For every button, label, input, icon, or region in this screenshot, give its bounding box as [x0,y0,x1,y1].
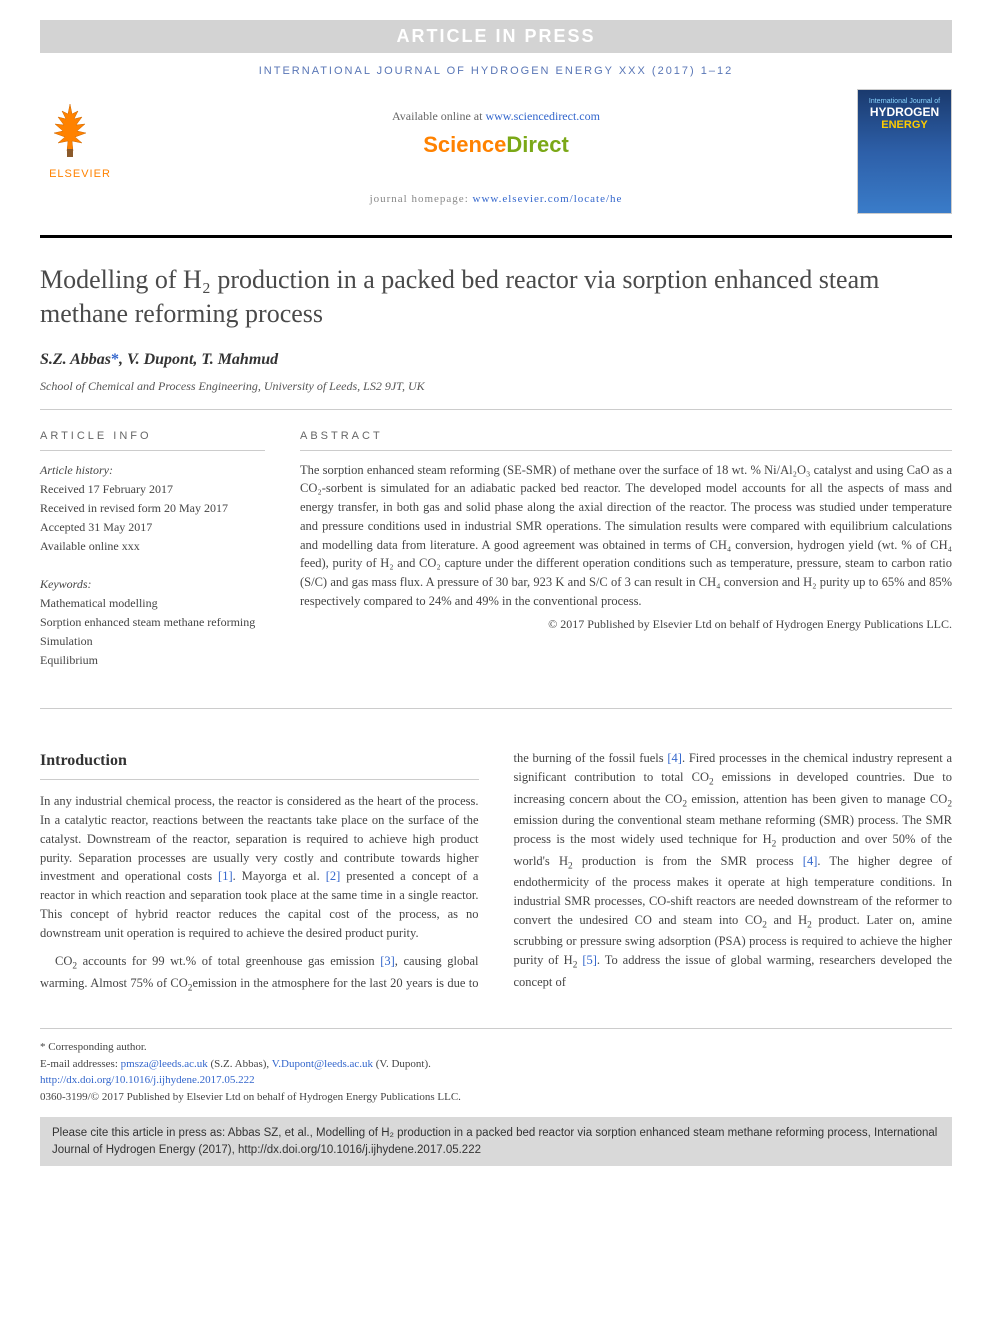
available-label: Available online at [392,109,485,123]
header-block: ELSEVIER International Journal of HYDROG… [40,89,952,238]
email-label: E-mail addresses: [40,1058,121,1070]
authors-line: S.Z. Abbas*, V. Dupont, T. Mahmud [40,351,952,379]
sd-prefix: Science [423,132,506,157]
email-line: E-mail addresses: pmsza@leeds.ac.uk (S.Z… [40,1056,952,1073]
journal-cover-thumbnail: International Journal of HYDROGEN ENERGY [857,89,952,214]
history-received: Received 17 February 2017 [40,480,265,499]
keyword-item: Simulation [40,632,265,651]
sd-suffix: Direct [506,132,568,157]
authors-rest: , V. Dupont, T. Mahmud [119,351,278,368]
article-in-press-banner: ARTICLE IN PRESS [40,20,952,53]
abstract-column: ABSTRACT The sorption enhanced steam ref… [300,430,952,689]
article-title: Modelling of H₂ production in a packed b… [40,238,952,351]
ref-4[interactable]: [4] [667,751,682,765]
abstract-text: The sorption enhanced steam reforming (S… [300,461,952,611]
available-online-line: Available online at www.sciencedirect.co… [40,109,952,124]
email-link-2[interactable]: V.Dupont@leeds.ac.uk [272,1058,373,1070]
cover-line3: ENERGY [858,119,951,131]
cover-line2: HYDROGEN [858,105,951,119]
ref-5[interactable]: [5] [582,953,597,967]
corresponding-star: * [111,351,119,368]
introduction-heading: Introduction [40,749,479,780]
info-abstract-row: ARTICLE INFO Article history: Received 1… [40,410,952,710]
journal-reference: INTERNATIONAL JOURNAL OF HYDROGEN ENERGY… [40,53,952,89]
body-columns: Introduction In any industrial chemical … [40,709,952,998]
elsevier-logo: ELSEVIER [40,99,120,180]
history-online: Available online xxx [40,537,265,556]
ref-4b[interactable]: [4] [803,854,818,868]
keyword-item: Sorption enhanced steam methane reformin… [40,613,265,632]
history-accepted: Accepted 31 May 2017 [40,518,265,537]
keywords-label: Keywords: [40,575,265,594]
abstract-heading: ABSTRACT [300,430,952,451]
keyword-item: Equilibrium [40,651,265,670]
homepage-url-link[interactable]: www.elsevier.com/locate/he [473,193,623,205]
ref-3[interactable]: [3] [380,954,395,968]
article-info-heading: ARTICLE INFO [40,430,265,451]
elsevier-tree-icon [40,99,100,159]
elsevier-label: ELSEVIER [40,168,120,180]
email1-suffix: (S.Z. Abbas), [208,1058,272,1070]
sciencedirect-url-link[interactable]: www.sciencedirect.com [485,109,600,123]
email2-suffix: (V. Dupont). [373,1058,431,1070]
corresponding-author-note: * Corresponding author. [40,1039,952,1056]
history-revised: Received in revised form 20 May 2017 [40,499,265,518]
history-block: Article history: Received 17 February 20… [40,461,265,557]
cover-line1: International Journal of [858,90,951,105]
affiliation: School of Chemical and Process Engineeri… [40,379,952,410]
homepage-label: journal homepage: [370,193,473,205]
issn-copyright-line: 0360-3199/© 2017 Published by Elsevier L… [40,1089,952,1106]
footer-block: * Corresponding author. E-mail addresses… [40,1028,952,1105]
article-info-column: ARTICLE INFO Article history: Received 1… [40,430,265,689]
keywords-block: Keywords: Mathematical modelling Sorptio… [40,575,265,671]
authors-text: S.Z. Abbas [40,351,111,368]
history-label: Article history: [40,461,265,480]
doi-link[interactable]: http://dx.doi.org/10.1016/j.ijhydene.201… [40,1074,255,1086]
intro-paragraph-1: In any industrial chemical process, the … [40,792,479,942]
homepage-line: journal homepage: www.elsevier.com/locat… [40,193,952,205]
ref-1[interactable]: [1] [218,869,233,883]
email-link-1[interactable]: pmsza@leeds.ac.uk [121,1058,208,1070]
keyword-item: Mathematical modelling [40,594,265,613]
abstract-copyright: © 2017 Published by Elsevier Ltd on beha… [300,617,952,632]
citation-box: Please cite this article in press as: Ab… [40,1117,952,1165]
ref-2[interactable]: [2] [326,869,341,883]
sciencedirect-logo: ScienceDirect [40,132,952,158]
